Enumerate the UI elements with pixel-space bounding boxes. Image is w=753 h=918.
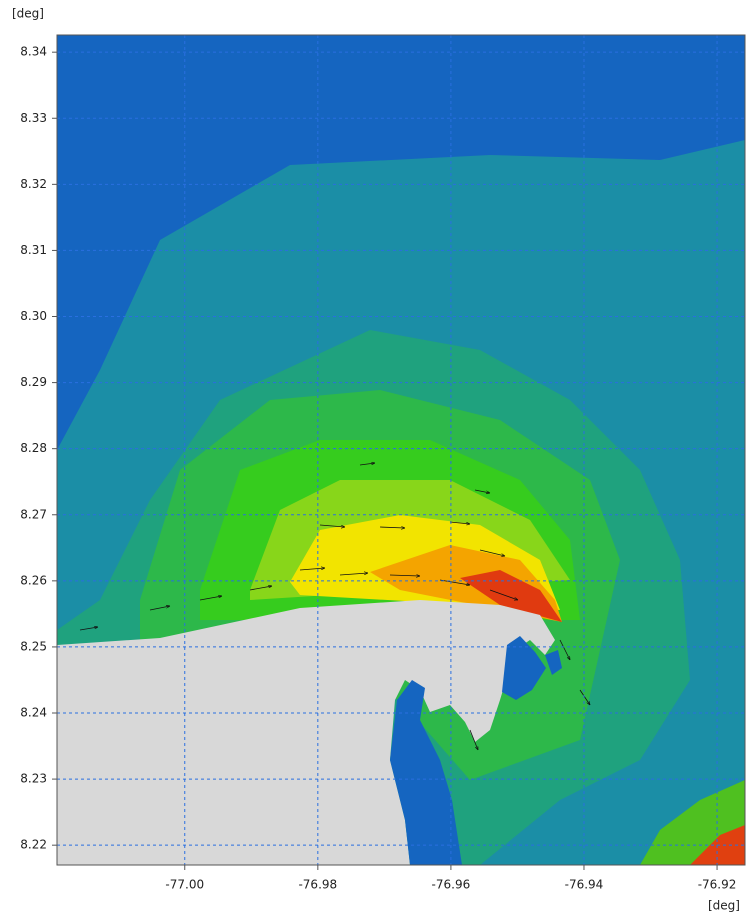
vector xyxy=(339,573,368,576)
contour-level xyxy=(460,570,562,622)
y-tick-label: 8.32 xyxy=(20,177,47,191)
vector xyxy=(319,524,345,527)
y-tick-label: 8.30 xyxy=(20,309,47,323)
vector xyxy=(299,568,325,571)
vector xyxy=(579,689,590,705)
x-tick-label: -76.92 xyxy=(698,878,737,892)
y-tick-label: 8.31 xyxy=(20,243,47,257)
x-axis-label: [deg] xyxy=(708,899,740,913)
channel xyxy=(390,680,462,865)
vector xyxy=(489,589,518,600)
vector xyxy=(474,489,490,493)
y-tick-label: 8.29 xyxy=(20,375,47,389)
y-tick-label: 8.23 xyxy=(20,772,47,786)
y-tick-label: 8.24 xyxy=(20,706,47,720)
vector xyxy=(379,527,405,528)
x-tick-label: -76.96 xyxy=(432,878,471,892)
y-tick-label: 8.25 xyxy=(20,639,47,653)
vector xyxy=(389,575,420,576)
y-tick-label: 8.28 xyxy=(20,441,47,455)
x-tick-label: -77.00 xyxy=(165,878,204,892)
shoal xyxy=(545,650,562,675)
vector xyxy=(559,639,570,660)
x-tick-label: -76.98 xyxy=(298,878,337,892)
land xyxy=(57,600,555,865)
vector xyxy=(199,596,222,601)
y-tick-label: 8.22 xyxy=(20,838,47,852)
vector xyxy=(149,606,170,611)
plot-frame xyxy=(56,34,746,866)
vector xyxy=(249,586,272,591)
vector xyxy=(469,729,479,750)
vector xyxy=(479,549,505,556)
y-tick-label: 8.26 xyxy=(20,573,47,587)
y-tick-label: 8.34 xyxy=(20,45,47,59)
vector xyxy=(359,463,375,466)
vector xyxy=(79,627,98,631)
vector xyxy=(439,579,470,585)
shoal xyxy=(502,636,546,700)
vector xyxy=(449,521,470,524)
x-tick-label: -76.94 xyxy=(565,878,604,892)
y-tick-label: 8.33 xyxy=(20,111,47,125)
contour-field xyxy=(57,35,745,865)
y-axis-label: [deg] xyxy=(12,7,44,21)
y-tick-label: 8.27 xyxy=(20,507,47,521)
velocity-vectors xyxy=(79,463,590,750)
